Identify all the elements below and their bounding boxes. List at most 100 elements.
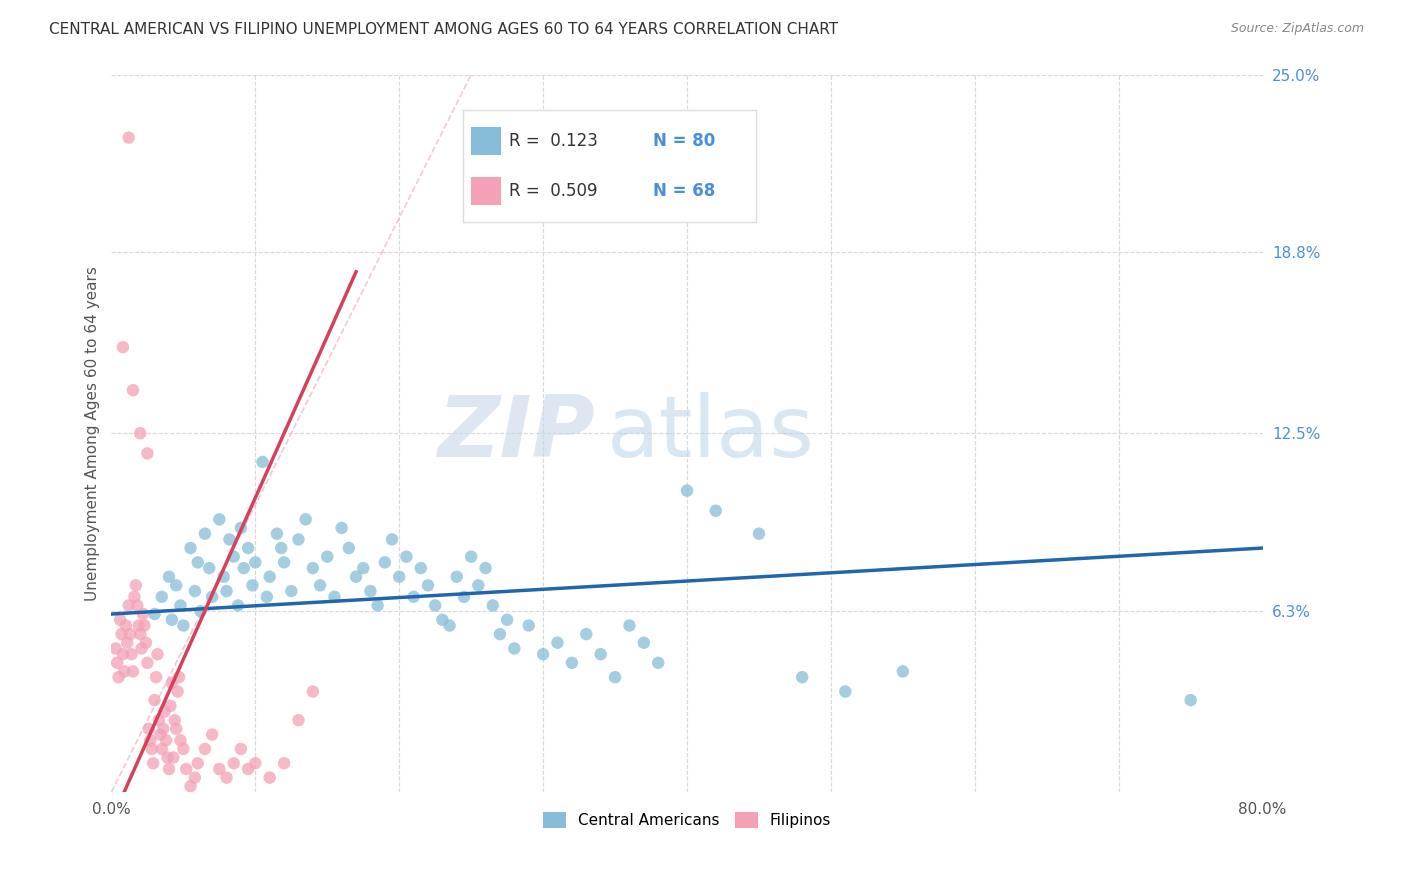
Point — [547, 636, 569, 650]
Point — [124, 590, 146, 604]
Point — [104, 641, 127, 656]
Point — [236, 541, 259, 555]
Point — [388, 570, 411, 584]
Point — [323, 590, 346, 604]
Point — [139, 733, 162, 747]
Point — [222, 549, 245, 564]
Point — [242, 578, 264, 592]
Point — [381, 533, 404, 547]
Point — [374, 555, 396, 569]
Point — [453, 590, 475, 604]
Point — [163, 713, 186, 727]
Point — [131, 641, 153, 656]
Point — [517, 618, 540, 632]
Point — [121, 647, 143, 661]
Point — [215, 584, 238, 599]
Point — [531, 647, 554, 661]
Point — [367, 599, 389, 613]
Point — [148, 713, 170, 727]
Point — [120, 627, 142, 641]
Point — [1180, 693, 1202, 707]
Point — [112, 665, 135, 679]
Point — [105, 656, 128, 670]
Point — [229, 742, 252, 756]
Point — [160, 676, 183, 690]
Point — [110, 627, 132, 641]
Point — [352, 561, 374, 575]
Point — [270, 541, 292, 555]
Point — [222, 756, 245, 771]
Point — [127, 599, 149, 613]
Point — [402, 590, 425, 604]
Point — [187, 555, 209, 569]
Point — [138, 722, 160, 736]
Point — [143, 607, 166, 621]
Point — [153, 705, 176, 719]
Point — [184, 771, 207, 785]
Point — [212, 570, 235, 584]
Point — [136, 446, 159, 460]
Point — [201, 728, 224, 742]
Point — [111, 340, 134, 354]
Point — [834, 684, 856, 698]
Point — [157, 570, 180, 584]
Point — [460, 549, 482, 564]
Text: atlas: atlas — [606, 392, 814, 475]
Point — [146, 647, 169, 661]
Point — [294, 512, 316, 526]
Point — [135, 636, 157, 650]
Y-axis label: Unemployment Among Ages 60 to 64 years: Unemployment Among Ages 60 to 64 years — [86, 266, 100, 600]
Point — [704, 504, 727, 518]
Point — [129, 627, 152, 641]
Point — [122, 665, 145, 679]
Point — [302, 684, 325, 698]
Point — [159, 698, 181, 713]
Text: CENTRAL AMERICAN VS FILIPINO UNEMPLOYMENT AMONG AGES 60 TO 64 YEARS CORRELATION : CENTRAL AMERICAN VS FILIPINO UNEMPLOYMEN… — [49, 22, 838, 37]
Point — [208, 512, 231, 526]
Point — [287, 533, 309, 547]
Point — [162, 750, 184, 764]
Point — [280, 584, 302, 599]
Point — [118, 130, 141, 145]
Point — [152, 722, 174, 736]
Point — [190, 604, 212, 618]
Point — [676, 483, 699, 498]
Point — [208, 762, 231, 776]
Point — [156, 750, 179, 764]
Point — [229, 521, 252, 535]
Point — [226, 599, 249, 613]
Point — [129, 426, 152, 441]
Point — [425, 599, 447, 613]
Point — [125, 578, 148, 592]
Point — [198, 561, 221, 575]
Point — [287, 713, 309, 727]
Point — [134, 618, 156, 632]
Point — [409, 561, 432, 575]
Point — [165, 578, 187, 592]
Point — [302, 561, 325, 575]
Point — [150, 590, 173, 604]
Point — [232, 561, 254, 575]
Point — [344, 570, 367, 584]
Point — [316, 549, 339, 564]
Point — [446, 570, 468, 584]
Point — [236, 762, 259, 776]
Point — [647, 656, 669, 670]
Point — [337, 541, 360, 555]
Point — [245, 756, 267, 771]
Point — [155, 733, 177, 747]
Point — [259, 570, 281, 584]
Point — [416, 578, 439, 592]
Point — [252, 455, 274, 469]
Point — [180, 541, 202, 555]
Point — [166, 684, 188, 698]
Point — [194, 742, 217, 756]
Point — [180, 779, 202, 793]
Point — [172, 618, 194, 632]
Point — [603, 670, 626, 684]
Point — [575, 627, 598, 641]
Legend: Central Americans, Filipinos: Central Americans, Filipinos — [537, 806, 838, 835]
Point — [215, 771, 238, 785]
Point — [184, 584, 207, 599]
Point — [172, 742, 194, 756]
